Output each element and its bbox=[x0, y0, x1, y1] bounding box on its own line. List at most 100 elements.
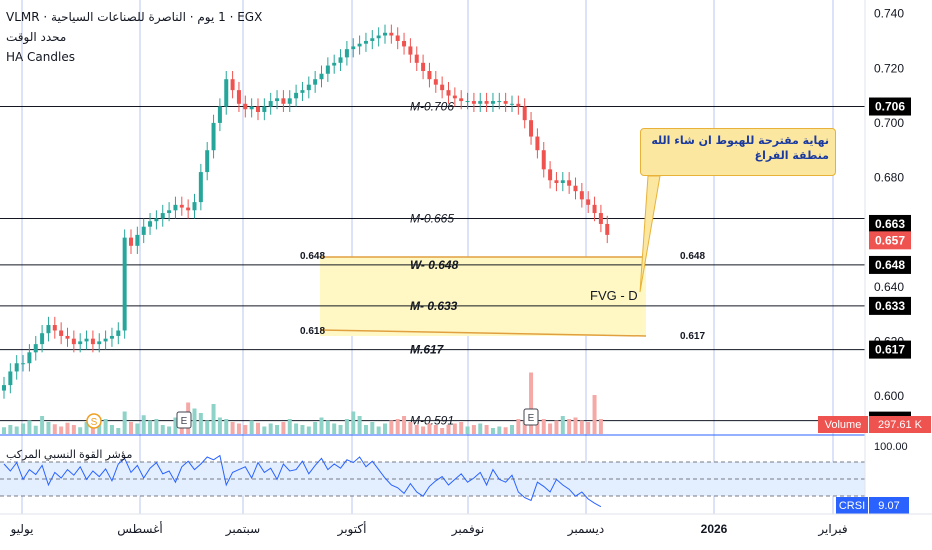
volume-bar-66 bbox=[421, 426, 426, 434]
candle-body-84 bbox=[535, 136, 540, 151]
volume-bar-40 bbox=[256, 422, 260, 434]
volume-bar-89 bbox=[567, 419, 572, 434]
event-marker-earnings-1-label: E bbox=[181, 416, 188, 427]
annotation-callout[interactable]: نهاية مقترحة للهبوط ان شاء الله منطقة ال… bbox=[640, 128, 836, 176]
candles bbox=[2, 24, 610, 399]
candle-body-42 bbox=[268, 101, 273, 107]
candle-body-22 bbox=[141, 226, 146, 235]
candle-body-95 bbox=[605, 223, 610, 235]
price-badge-bg-3 bbox=[869, 255, 911, 274]
volume-bar-36 bbox=[230, 422, 235, 434]
volume-bar-11 bbox=[71, 425, 76, 434]
candle-body-73 bbox=[465, 101, 470, 103]
time-label-0: يوليو bbox=[9, 522, 33, 537]
candle-body-67 bbox=[427, 71, 432, 80]
chart-title[interactable]: VLMR · ‏1 ‏يوم · الناصرة للصناعات السياح… bbox=[6, 10, 263, 24]
candle-body-30 bbox=[192, 202, 197, 211]
event-marker-earnings-2[interactable] bbox=[523, 408, 539, 426]
candle-body-33 bbox=[211, 122, 216, 151]
candle-body-75 bbox=[478, 101, 483, 104]
candle-body-19 bbox=[122, 237, 127, 331]
candle-body-9 bbox=[59, 330, 64, 336]
volume-bar-31 bbox=[198, 413, 203, 434]
volume-bar-43 bbox=[275, 425, 280, 434]
price-tick-7: 0.600 bbox=[874, 389, 904, 403]
candle-body-20 bbox=[129, 237, 133, 246]
candle-body-14 bbox=[90, 338, 95, 345]
volume-badge-label-bg bbox=[818, 416, 868, 433]
volume-bar-59 bbox=[376, 426, 381, 434]
volume-bar-73 bbox=[465, 426, 470, 434]
volume-bar-81 bbox=[516, 419, 521, 434]
event-marker-earnings-1[interactable] bbox=[176, 411, 192, 429]
time-label-3: أكتوبر bbox=[337, 521, 367, 537]
candle-body-32 bbox=[205, 150, 210, 173]
volume-bar-87 bbox=[554, 420, 559, 434]
candle-body-6 bbox=[40, 333, 45, 345]
candle-body-52 bbox=[332, 62, 337, 66]
candle-body-59 bbox=[376, 35, 381, 39]
price-badge-bg-4 bbox=[869, 296, 911, 315]
volume-bar-90 bbox=[573, 417, 578, 434]
volume-bar-83 bbox=[529, 372, 534, 434]
volume-bar-26 bbox=[167, 426, 172, 434]
candle-body-44 bbox=[281, 98, 286, 104]
candle-body-8 bbox=[52, 325, 57, 331]
candle-body-89 bbox=[567, 180, 572, 186]
candle-body-92 bbox=[586, 199, 591, 205]
candle-body-37 bbox=[236, 90, 241, 104]
volume-badge-value-bg bbox=[869, 416, 931, 433]
chart-type-label[interactable]: HA Candles bbox=[6, 50, 75, 64]
volume-bar-4 bbox=[27, 420, 32, 434]
zone-right-top-label: 0.648 bbox=[680, 251, 705, 262]
volume-bar-88 bbox=[560, 416, 565, 434]
zone-left-bottom-label: 0.618 bbox=[300, 326, 325, 337]
volume-bar-80 bbox=[510, 425, 514, 434]
candle-body-48 bbox=[306, 84, 311, 91]
price-tick-2: 0.700 bbox=[874, 116, 904, 130]
volume-bar-64 bbox=[408, 422, 413, 434]
crsi-indicator-title: مؤشر القوة النسبي المركب bbox=[6, 449, 132, 461]
volume-bar-57 bbox=[363, 425, 368, 434]
candle-body-86 bbox=[548, 169, 553, 181]
event-marker-split[interactable] bbox=[86, 413, 102, 429]
volume-bar-86 bbox=[548, 423, 553, 434]
candle-body-77 bbox=[490, 101, 495, 104]
price-badge-bg-1 bbox=[869, 214, 911, 233]
crsi-badge-value-bg bbox=[869, 497, 909, 514]
candle-body-54 bbox=[344, 49, 349, 58]
time-label-1: أغسطس bbox=[117, 521, 162, 537]
volume-bar-45 bbox=[287, 419, 292, 434]
candle-body-10 bbox=[65, 335, 70, 339]
zone-left-top-label: 0.648 bbox=[300, 251, 325, 262]
crsi-axis-label: 100.00 bbox=[874, 441, 908, 453]
candle-body-72 bbox=[459, 98, 464, 102]
price-tick-3: 0.680 bbox=[874, 171, 904, 185]
volume-bar-0 bbox=[2, 427, 6, 434]
volume-bar-56 bbox=[357, 416, 362, 434]
volume-bar-12 bbox=[78, 427, 83, 434]
level-label-3: M- 0.633 bbox=[410, 299, 458, 313]
candle-body-0 bbox=[2, 385, 6, 391]
crsi-line bbox=[3, 454, 602, 508]
volume-bar-41 bbox=[262, 426, 267, 434]
time-axis[interactable]: يوليو أغسطس سبتمبر أكتوبر نوفمبر ديسمبر 2026 فب… bbox=[9, 521, 847, 537]
price-badge-bg-2 bbox=[869, 231, 911, 250]
crsi-badge-value: 9.07 bbox=[878, 500, 899, 512]
candle-body-11 bbox=[71, 338, 76, 345]
candle-body-82 bbox=[522, 106, 527, 121]
volume-bar-34 bbox=[217, 417, 222, 434]
fvg-zone-bottom-edge bbox=[319, 329, 647, 337]
candle-body-53 bbox=[338, 57, 343, 63]
volume-bar-25 bbox=[160, 425, 165, 434]
candle-body-34 bbox=[217, 106, 222, 123]
volume-bar-75 bbox=[478, 423, 483, 434]
level-label-4: M.617 bbox=[410, 343, 445, 357]
volume-bar-23 bbox=[148, 420, 153, 434]
volume-bar-5 bbox=[33, 425, 38, 434]
candle-body-41 bbox=[262, 106, 267, 112]
candle-body-93 bbox=[592, 204, 597, 214]
price-badge-bg-0 bbox=[869, 97, 911, 116]
